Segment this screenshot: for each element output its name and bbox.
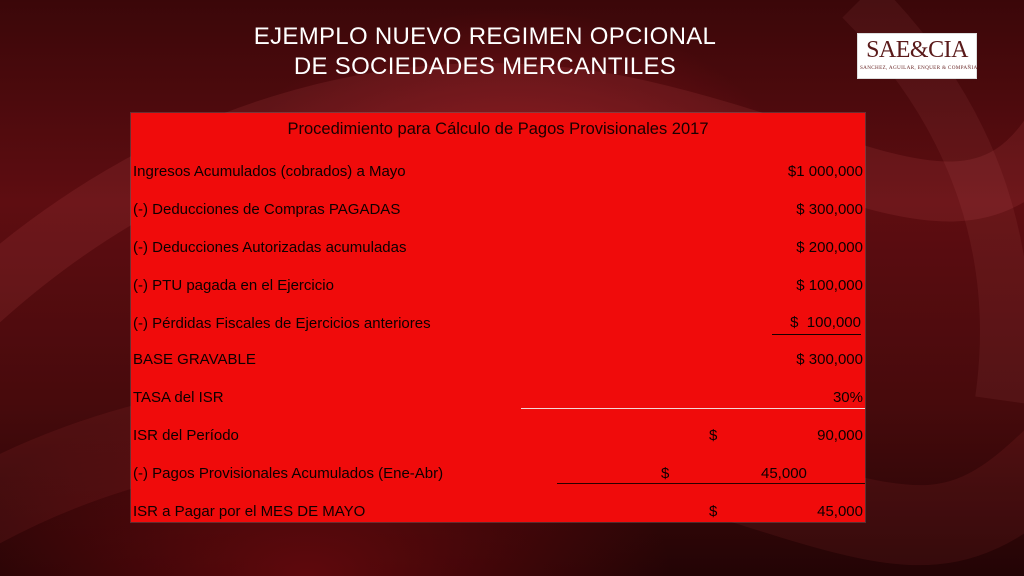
underline-rule <box>521 408 865 409</box>
table-row: TASA del ISR 30% <box>131 386 865 410</box>
row-currency: $ <box>709 503 718 520</box>
row-value: 30% <box>832 389 863 406</box>
row-label: (-) Pérdidas Fiscales de Ejercicios ante… <box>133 315 431 332</box>
logo-name: SAE&CIA <box>866 37 968 63</box>
row-value: $1 000,000 <box>787 163 863 180</box>
underline-rule <box>557 483 865 484</box>
table-row: ISR a Pagar por el MES DE MAYO $ 45,000 <box>131 500 865 524</box>
row-currency: $ <box>661 465 670 482</box>
row-label: (-) Pagos Provisionales Acumulados (Ene-… <box>133 465 444 482</box>
row-value: $ 100,000 <box>796 277 863 294</box>
row-value: $ 100,000 <box>772 312 861 335</box>
table-row: (-) Deducciones Autorizadas acumuladas $… <box>131 236 865 260</box>
logo-subtitle: SANCHEZ, AGUILAR, ENQUER & COMPAÑIA <box>860 65 978 71</box>
slide-title-line2: DE SOCIEDADES MERCANTILES <box>293 53 677 80</box>
row-value: 45,000 <box>817 503 863 520</box>
row-currency: $ <box>709 427 718 444</box>
row-label: (-) PTU pagada en el Ejercicio <box>133 277 334 294</box>
row-label: ISR del Período <box>133 427 239 444</box>
row-label: TASA del ISR <box>133 389 224 406</box>
table-row: (-) Pérdidas Fiscales de Ejercicios ante… <box>131 312 865 336</box>
row-value: $ 300,000 <box>796 351 863 368</box>
row-label: BASE GRAVABLE <box>133 351 256 368</box>
row-label: Ingresos Acumulados (cobrados) a Mayo <box>133 163 406 180</box>
row-value: $ 300,000 <box>796 201 863 218</box>
row-value: 90,000 <box>817 427 863 444</box>
row-value: 45,000 <box>761 465 807 482</box>
table-row: (-) PTU pagada en el Ejercicio $ 100,000 <box>131 274 865 298</box>
table-row: ISR del Período $ 90,000 <box>131 424 865 448</box>
table-row: (-) Deducciones de Compras PAGADAS $ 300… <box>131 198 865 222</box>
row-value: $ 200,000 <box>796 239 863 256</box>
company-logo: SAE&CIA SANCHEZ, AGUILAR, ENQUER & COMPA… <box>857 33 977 79</box>
table-row: Ingresos Acumulados (cobrados) a Mayo $1… <box>131 160 865 184</box>
table-row: BASE GRAVABLE $ 300,000 <box>131 348 865 372</box>
slide-title: EJEMPLO NUEVO REGIMEN OPCIONAL DE SOCIED… <box>200 22 770 82</box>
calculation-table: Procedimiento para Cálculo de Pagos Prov… <box>131 113 865 522</box>
row-label: (-) Deducciones de Compras PAGADAS <box>133 201 401 218</box>
slide-title-line1: EJEMPLO NUEVO REGIMEN OPCIONAL <box>253 23 717 50</box>
table-row: (-) Pagos Provisionales Acumulados (Ene-… <box>131 462 865 486</box>
row-label: ISR a Pagar por el MES DE MAYO <box>133 503 366 520</box>
row-label: (-) Deducciones Autorizadas acumuladas <box>133 239 407 256</box>
table-title: Procedimiento para Cálculo de Pagos Prov… <box>287 120 709 138</box>
